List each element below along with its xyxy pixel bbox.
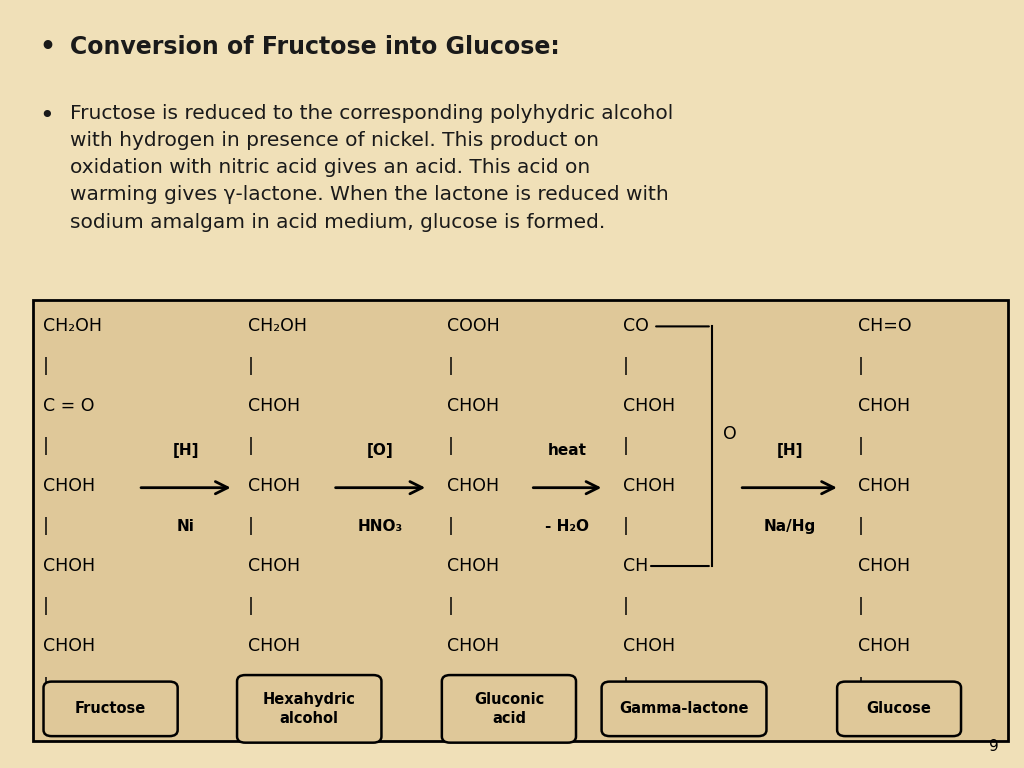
- Text: CHOH: CHOH: [248, 557, 300, 575]
- Text: CH₂OH: CH₂OH: [248, 717, 307, 735]
- Text: |: |: [248, 437, 254, 455]
- Text: CH₂OH: CH₂OH: [858, 717, 918, 735]
- Text: CHOH: CHOH: [858, 557, 910, 575]
- Text: Glucose: Glucose: [866, 701, 932, 717]
- Text: CHOH: CHOH: [248, 397, 300, 415]
- Text: CH₂OH: CH₂OH: [43, 317, 102, 336]
- Text: Gamma-lactone: Gamma-lactone: [620, 701, 749, 717]
- Text: |: |: [447, 677, 454, 695]
- Text: |: |: [858, 597, 864, 615]
- Text: Ni: Ni: [177, 518, 195, 534]
- Text: |: |: [248, 677, 254, 695]
- Text: |: |: [43, 597, 49, 615]
- Text: heat: heat: [548, 443, 587, 458]
- Text: CHOH: CHOH: [248, 637, 300, 655]
- Text: |: |: [447, 597, 454, 615]
- Text: CHOH: CHOH: [447, 397, 500, 415]
- Text: CH₂OH: CH₂OH: [623, 717, 682, 735]
- Text: |: |: [447, 517, 454, 535]
- Text: C = O: C = O: [43, 397, 94, 415]
- Text: Gluconic
acid: Gluconic acid: [474, 692, 544, 726]
- Text: |: |: [447, 357, 454, 376]
- Text: |: |: [623, 597, 629, 615]
- Text: [H]: [H]: [776, 443, 803, 458]
- Text: |: |: [858, 437, 864, 455]
- Text: CHOH: CHOH: [43, 477, 95, 495]
- Text: |: |: [43, 517, 49, 535]
- Text: CHOH: CHOH: [623, 477, 675, 495]
- Text: Na/Hg: Na/Hg: [763, 518, 816, 534]
- Text: CHOH: CHOH: [447, 637, 500, 655]
- Text: |: |: [248, 517, 254, 535]
- Text: COOH: COOH: [447, 317, 501, 336]
- Text: |: |: [623, 677, 629, 695]
- Text: •: •: [39, 104, 53, 127]
- Text: |: |: [248, 597, 254, 615]
- Text: [O]: [O]: [367, 443, 394, 458]
- Text: |: |: [858, 517, 864, 535]
- Text: |: |: [623, 437, 629, 455]
- Text: CH₂OH: CH₂OH: [248, 317, 307, 336]
- Text: CHOH: CHOH: [43, 557, 95, 575]
- Text: CH: CH: [623, 557, 648, 575]
- Text: |: |: [623, 357, 629, 376]
- Bar: [33, 300, 1008, 741]
- FancyBboxPatch shape: [237, 675, 381, 743]
- Text: |: |: [447, 437, 454, 455]
- Text: HNO₃: HNO₃: [357, 518, 403, 534]
- Text: |: |: [43, 677, 49, 695]
- FancyBboxPatch shape: [838, 682, 961, 736]
- Text: |: |: [43, 437, 49, 455]
- Text: CHOH: CHOH: [858, 637, 910, 655]
- Text: •: •: [39, 35, 55, 58]
- Text: CHOH: CHOH: [623, 397, 675, 415]
- Text: CH=O: CH=O: [858, 317, 911, 336]
- Text: CHOH: CHOH: [858, 397, 910, 415]
- Text: Fructose is reduced to the corresponding polyhydric alcohol
with hydrogen in pre: Fructose is reduced to the corresponding…: [70, 104, 673, 232]
- Text: CH₂OH: CH₂OH: [43, 717, 102, 735]
- Text: Fructose: Fructose: [75, 701, 146, 717]
- Text: 9: 9: [988, 739, 998, 754]
- Text: |: |: [43, 357, 49, 376]
- FancyBboxPatch shape: [602, 682, 766, 736]
- Text: CHOH: CHOH: [43, 637, 95, 655]
- Text: CH₂OH: CH₂OH: [447, 717, 507, 735]
- Text: O: O: [723, 425, 737, 443]
- FancyBboxPatch shape: [43, 682, 178, 736]
- Text: CHOH: CHOH: [447, 557, 500, 575]
- Text: CHOH: CHOH: [248, 477, 300, 495]
- Text: - H₂O: - H₂O: [546, 518, 589, 534]
- Text: CHOH: CHOH: [623, 637, 675, 655]
- Text: |: |: [248, 357, 254, 376]
- Text: CHOH: CHOH: [447, 477, 500, 495]
- Text: [H]: [H]: [173, 443, 199, 458]
- Text: |: |: [858, 357, 864, 376]
- FancyBboxPatch shape: [442, 675, 575, 743]
- Text: Hexahydric
alcohol: Hexahydric alcohol: [263, 692, 355, 726]
- Text: |: |: [858, 677, 864, 695]
- Text: CO: CO: [623, 317, 648, 336]
- Text: CHOH: CHOH: [858, 477, 910, 495]
- Text: |: |: [623, 517, 629, 535]
- Text: Conversion of Fructose into Glucose:: Conversion of Fructose into Glucose:: [70, 35, 559, 58]
